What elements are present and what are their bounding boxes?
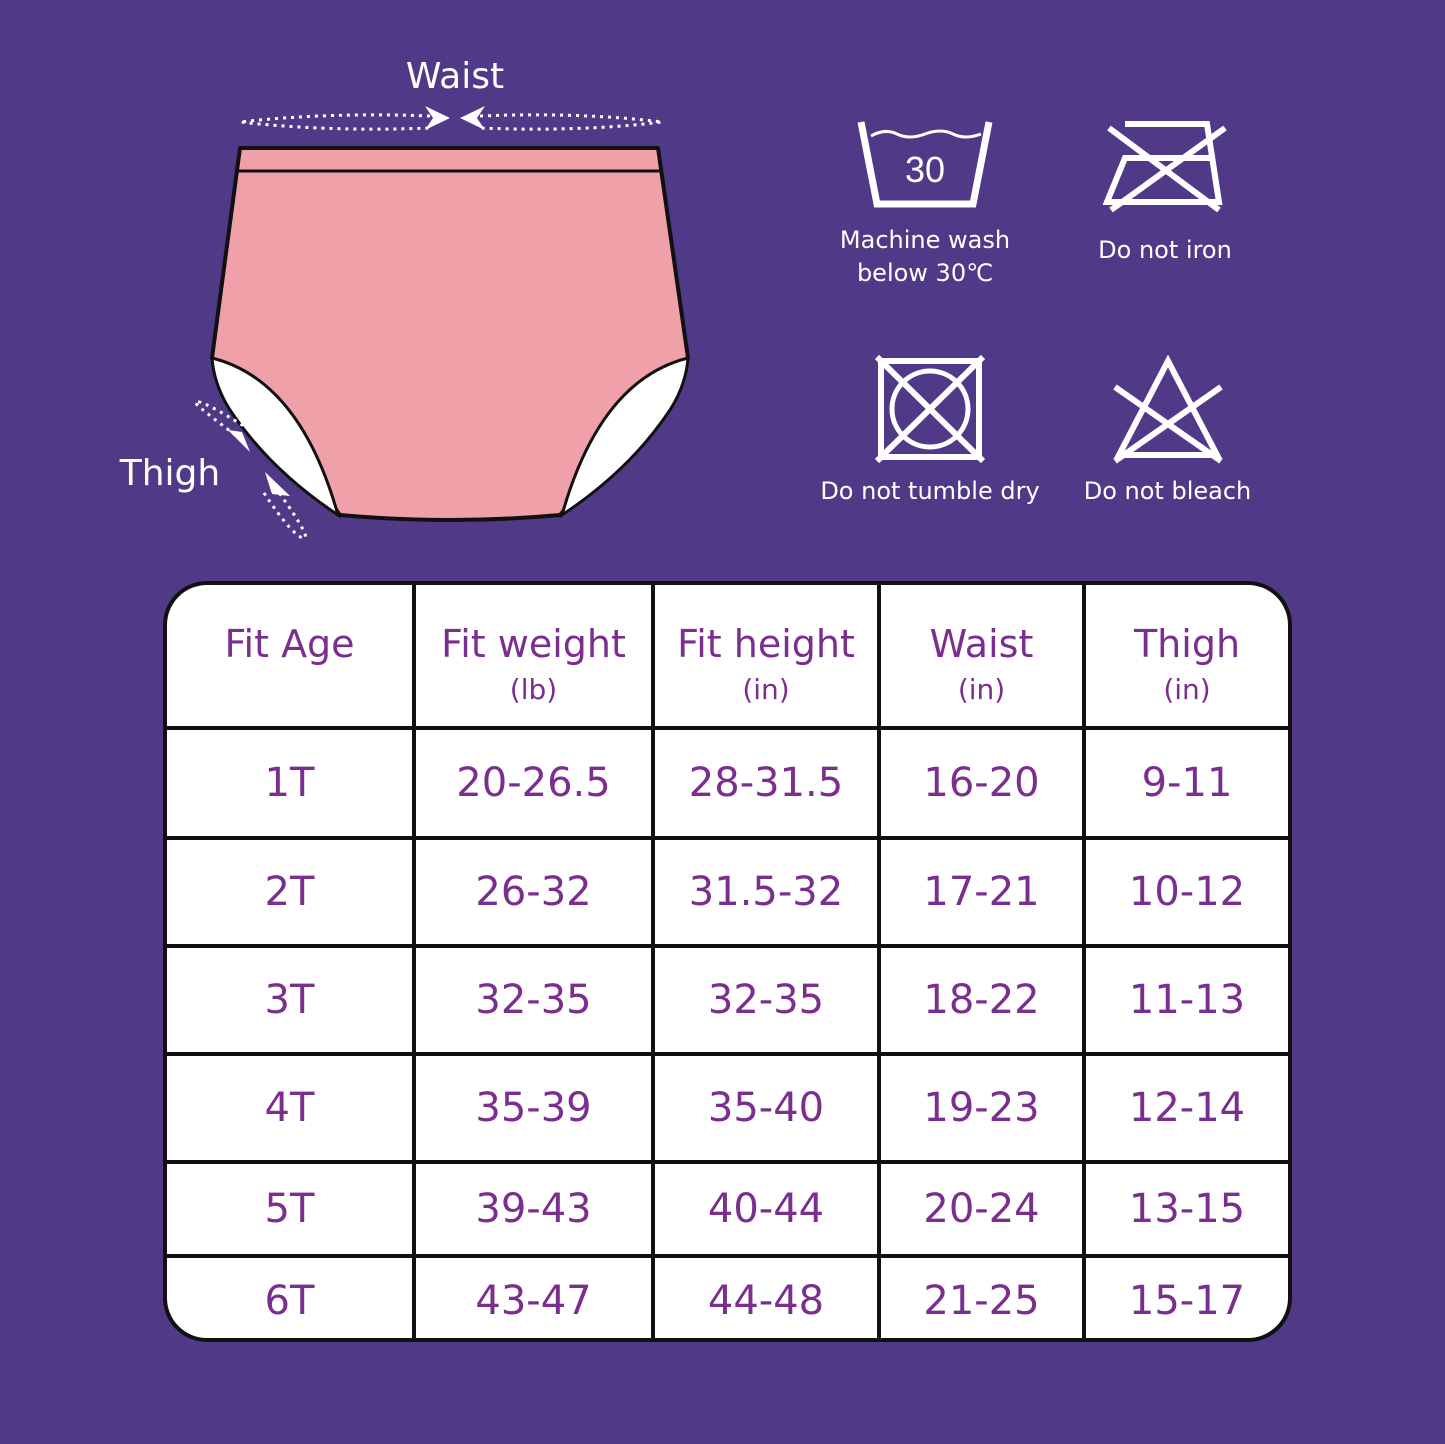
right-leg-opening bbox=[559, 356, 690, 519]
table-cell: 18-22 bbox=[877, 944, 1086, 1056]
table-row: 6T 43-47 44-48 21-25 15-17 bbox=[167, 1254, 1288, 1338]
no-tumble-dry-icon bbox=[874, 355, 986, 463]
table-cell: 1T bbox=[167, 726, 416, 840]
table-row: 5T 39-43 40-44 20-24 13-15 bbox=[167, 1160, 1288, 1258]
table-cell: 20-26.5 bbox=[412, 726, 655, 840]
table-cell: 12-14 bbox=[1082, 1052, 1288, 1164]
table-cell: 20-24 bbox=[877, 1160, 1086, 1258]
care-machine-wash: 30 Machine wash below 30℃ bbox=[820, 118, 1030, 290]
table-cell: 2T bbox=[167, 836, 416, 948]
table-cell: 15-17 bbox=[1082, 1254, 1288, 1338]
left-leg-opening bbox=[210, 356, 341, 519]
table-cell: 43-47 bbox=[412, 1254, 655, 1338]
table-cell: 35-40 bbox=[651, 1052, 881, 1164]
care-label: Do not bleach bbox=[1083, 477, 1252, 505]
header-waist: Waist (in) bbox=[877, 585, 1086, 730]
table-cell: 40-44 bbox=[651, 1160, 881, 1258]
table-row: 3T 32-35 32-35 18-22 11-13 bbox=[167, 944, 1288, 1056]
table-cell: 9-11 bbox=[1082, 726, 1288, 840]
table-cell: 32-35 bbox=[412, 944, 655, 1056]
arrow-right-icon bbox=[425, 106, 450, 130]
arrow-up-icon bbox=[265, 472, 290, 496]
table-cell: 19-23 bbox=[877, 1052, 1086, 1164]
arrow-left-icon bbox=[460, 106, 485, 130]
care-no-iron: Do not iron bbox=[1065, 118, 1265, 267]
table-cell: 5T bbox=[167, 1160, 416, 1258]
header-fit-weight: Fit weight (lb) bbox=[412, 585, 655, 730]
care-label: below 30℃ bbox=[856, 259, 994, 287]
table-cell: 13-15 bbox=[1082, 1160, 1288, 1258]
table-cell: 44-48 bbox=[651, 1254, 881, 1338]
table-cell: 3T bbox=[167, 944, 416, 1056]
care-no-tumble-dry: Do not tumble dry bbox=[815, 355, 1045, 508]
table-row: 4T 35-39 35-40 19-23 12-14 bbox=[167, 1052, 1288, 1164]
table-cell: 16-20 bbox=[877, 726, 1086, 840]
header-fit-age: Fit Age bbox=[167, 585, 416, 730]
care-label: Do not iron bbox=[1098, 236, 1232, 264]
no-iron-icon bbox=[1102, 121, 1227, 213]
table-cell: 28-31.5 bbox=[651, 726, 881, 840]
no-bleach-icon bbox=[1112, 355, 1223, 464]
table-cell: 35-39 bbox=[412, 1052, 655, 1164]
thigh-label: Thigh bbox=[119, 453, 221, 494]
header-thigh: Thigh (in) bbox=[1082, 585, 1288, 730]
table-cell: 31.5-32 bbox=[651, 836, 881, 948]
thigh-measure-arrows bbox=[193, 400, 308, 540]
table-cell: 32-35 bbox=[651, 944, 881, 1056]
wash-30-icon: 30 bbox=[857, 121, 993, 208]
table-row: 1T 20-26.5 28-31.5 16-20 9-11 bbox=[167, 726, 1288, 840]
waist-label: Waist bbox=[405, 56, 505, 97]
table-row: 2T 26-32 31.5-32 17-21 10-12 bbox=[167, 836, 1288, 948]
table-cell: 11-13 bbox=[1082, 944, 1288, 1056]
svg-text:30: 30 bbox=[905, 149, 945, 190]
care-label: Do not tumble dry bbox=[820, 477, 1040, 505]
waist-measure-arrows bbox=[239, 113, 663, 131]
table-header-row: Fit Age Fit weight (lb) Fit height (in) Wa… bbox=[167, 585, 1288, 730]
care-no-bleach: Do not bleach bbox=[1065, 355, 1270, 508]
garment-diagram bbox=[193, 106, 690, 540]
table-cell: 4T bbox=[167, 1052, 416, 1164]
header-fit-height: Fit height (in) bbox=[651, 585, 881, 730]
table-cell: 39-43 bbox=[412, 1160, 655, 1258]
table-cell: 10-12 bbox=[1082, 836, 1288, 948]
table-cell: 17-21 bbox=[877, 836, 1086, 948]
table-cell: 21-25 bbox=[877, 1254, 1086, 1338]
table-cell: 6T bbox=[167, 1254, 416, 1338]
table-cell: 26-32 bbox=[412, 836, 655, 948]
arrow-down-icon bbox=[228, 430, 250, 452]
size-chart-table: Fit Age Fit weight (lb) Fit height (in) Wa… bbox=[163, 581, 1292, 1342]
care-label: Machine wash bbox=[839, 226, 1011, 254]
